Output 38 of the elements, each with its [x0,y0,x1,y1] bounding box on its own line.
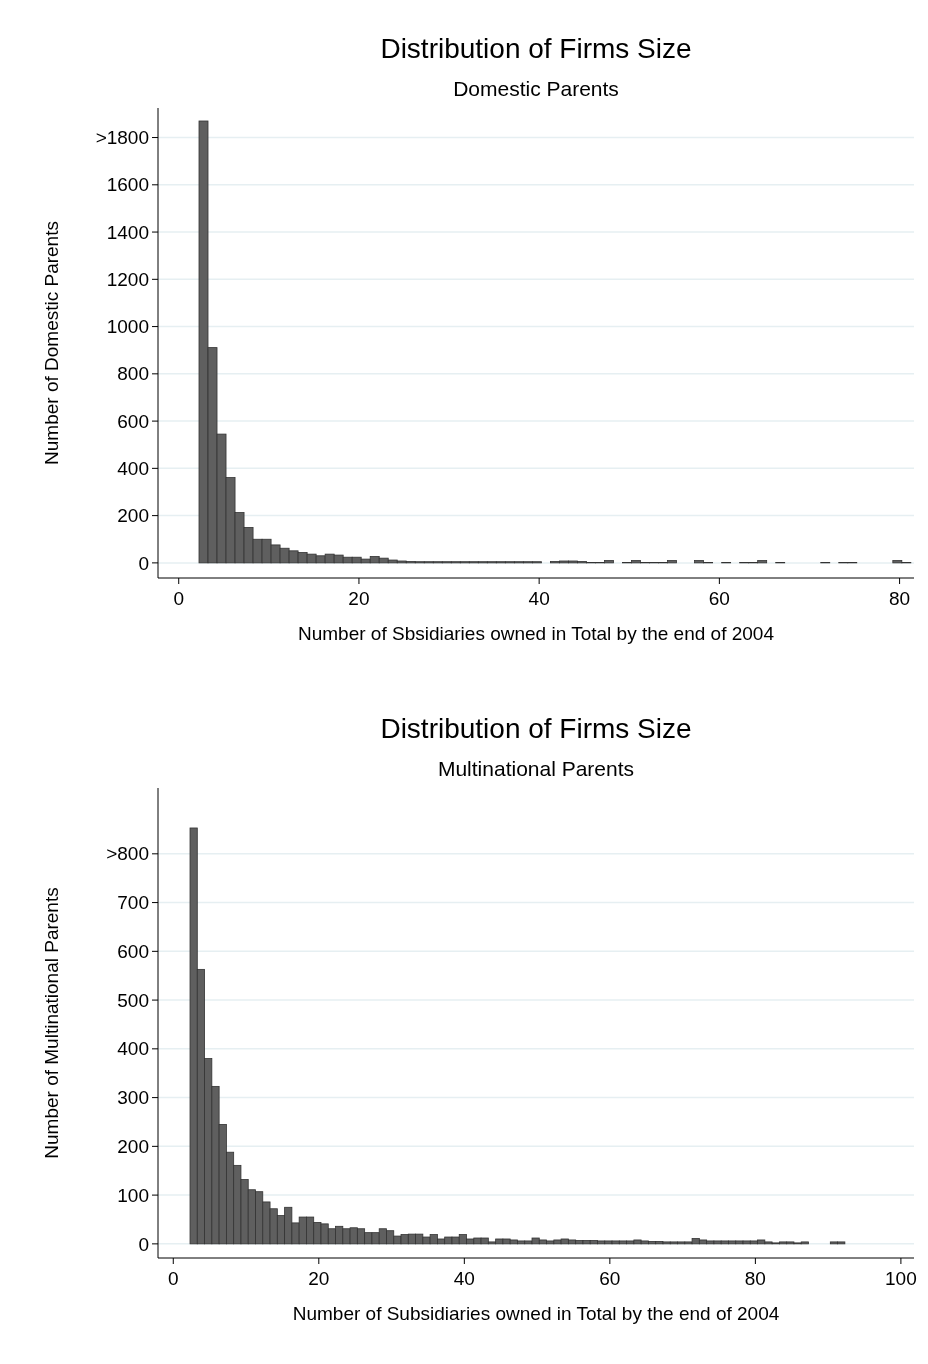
y-tick-label: 100 [117,1184,149,1206]
x-tick-label: 0 [167,1268,179,1289]
y-tick-label: 600 [117,940,149,962]
y-tick-label: 200 [117,1136,149,1157]
y-tick-label: 0 [138,1233,149,1255]
y-tick-label: >1800 [95,127,149,149]
y-tick-label: 1400 [106,221,149,243]
y-axis-title: Number of Domestic Parents [41,221,62,465]
y-tick-label: 500 [117,989,149,1011]
y-tick-label: 1600 [106,174,149,196]
y-tick-label: 800 [117,363,149,385]
y-tick-label: 1000 [106,316,149,338]
y-tick-label: 700 [117,892,149,914]
x-tick-label: 80 [889,588,911,609]
y-tick-label: 600 [117,410,149,432]
x-tick-label: 40 [453,1268,475,1289]
x-tick-label: 20 [308,1268,330,1289]
x-tick-label: 0 [173,588,185,609]
y-tick-label: 0 [138,552,149,574]
chart-subtitle: Domestic Parents [453,77,619,100]
x-tick-label: 60 [708,588,730,609]
x-axis-title: Number of Subsidiaries owned in Total by the end of 2004 [292,1303,780,1324]
x-tick-label: 40 [528,588,550,609]
x-tick-label: 100 [885,1268,917,1289]
chart-title: Distribution of Firms Size [380,713,692,744]
y-tick-label: 400 [117,458,149,480]
x-axis-title: Number of Sbsidiaries owned in Total by the end of 2004 [297,623,775,644]
y-tick-label: 200 [117,505,149,527]
chart-title: Distribution of Firms Size [380,33,692,64]
y-tick-label: 300 [117,1087,149,1109]
x-tick-label: 60 [599,1268,621,1289]
x-tick-label: 20 [348,588,370,609]
x-tick-label: 80 [744,1268,766,1289]
y-tick-label: >800 [106,843,149,865]
y-axis-title: Number of Multinational Parents [41,887,62,1159]
y-tick-label: 400 [117,1038,149,1060]
y-tick-label: 1200 [106,268,149,290]
chart-subtitle: Multinational Parents [437,757,635,780]
